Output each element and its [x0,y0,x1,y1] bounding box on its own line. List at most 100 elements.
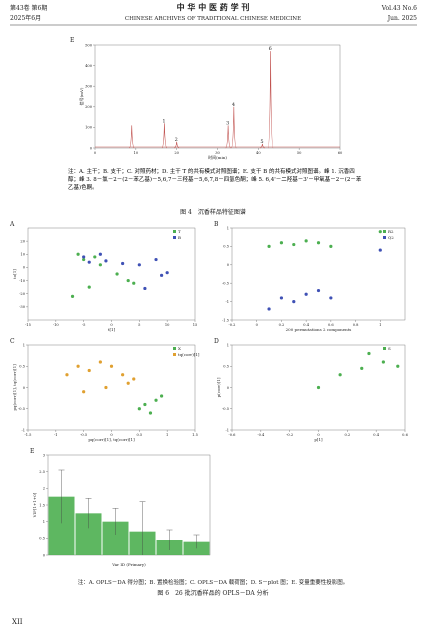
y-tick-label: 0.5 [39,537,45,541]
point [82,255,86,259]
x-tick-label: 50 [297,151,302,155]
x-tick-label: 1 [379,323,381,327]
x-tick-label: 1 [166,433,168,437]
y-tick-label: 1 [227,343,229,347]
point [76,364,80,368]
point [132,281,136,285]
point [137,263,141,267]
y-tick-label: -30 [19,305,26,309]
point [82,257,86,262]
point [121,261,125,266]
x-tick-label: 0.2 [344,433,350,437]
point [160,394,164,398]
point [126,381,130,385]
y-axis-label: 信号(mV) [78,87,84,105]
y-tick-label: 0 [43,553,46,557]
x-tick-label: 1.5 [192,433,198,437]
figure4-title: 图 4 沉香样品特征图谱 [180,208,246,216]
x-tick-label: -0.4 [257,433,265,437]
point [360,366,364,370]
point [267,307,271,311]
point [98,252,102,256]
x-tick-label: 60 [338,151,343,155]
panel-label: E [30,448,34,455]
bar [183,541,210,555]
peak-label: 4 [232,102,235,108]
point [154,257,158,262]
legend-label: S [388,346,391,351]
x-tick-label: 5 [138,323,141,327]
x-axis-label: 200 permutations 2 components [286,327,352,332]
point [132,377,136,381]
peak-label: 3 [226,120,229,126]
y-axis-label: to[1] [12,269,17,279]
y-tick-label: 0 [227,386,230,390]
y-tick-label: 0.5 [223,365,229,369]
panel-label: D [214,338,219,345]
peak [259,143,265,149]
journal-en: CHINESE ARCHIVES OF TRADITIONAL CHINESE … [125,16,301,22]
point [143,402,147,407]
peak [267,51,274,149]
x-tick-label: 0 [110,433,113,437]
x-axis-label: Var ID (Primary) [111,562,146,567]
y-tick-label: 0 [23,266,26,270]
point [316,241,321,245]
x-axis-label: p[1] [314,437,323,442]
x-tick-label: 15 [193,323,198,327]
y-tick-label: 0 [23,386,26,390]
y-tick-label: -0.5 [222,407,230,411]
y-tick-label: 2.5 [39,470,45,474]
point [316,385,321,390]
point [279,296,284,300]
point [160,273,164,277]
point [316,288,321,293]
legend-swatch [173,230,176,233]
x-tick-label: 0 [94,151,97,155]
x-tick-label: -10 [53,323,60,327]
point [396,364,400,368]
legend-label: X [178,346,181,351]
x-tick-label: 40 [256,151,261,155]
x-tick-label: 0.5 [136,433,142,437]
y-tick-label: 10 [20,253,25,257]
plot-frame [27,344,196,431]
x-tick-label: 0 [317,433,320,437]
point [115,272,119,276]
x-tick-label: -5 [82,323,86,327]
y-tick-label: 1.5 [39,503,45,507]
y-tick-label: -1 [225,300,229,304]
x-tick-label: 10 [134,151,139,155]
point [87,285,91,289]
y-tick-label: -10 [19,279,26,283]
peak [231,106,237,149]
point [279,241,284,245]
point [304,292,308,296]
point [98,263,102,267]
x-tick-label: -0.5 [80,433,88,437]
point [329,296,333,300]
point [137,407,141,411]
panel-label: B [214,221,219,228]
point [87,260,91,264]
point [338,373,342,377]
point [381,360,385,364]
point [121,373,125,377]
legend-swatch [383,230,386,233]
x-tick-label: -0.6 [229,433,237,437]
peak-label: 6 [269,46,272,52]
x-axis-label: t[1] [108,327,116,332]
date: 2025年6月 [10,14,41,22]
legend-swatch [173,347,176,350]
x-tick-label: 30 [215,151,220,155]
legend-swatch [173,236,176,239]
plot-frame [231,227,406,321]
peak [161,123,168,149]
legend-label: B [178,235,181,240]
x-tick-label: 0.6 [402,433,408,437]
x-axis-label: 时间(min) [208,154,227,160]
point [109,364,114,368]
y-tick-label: 2 [43,487,45,491]
